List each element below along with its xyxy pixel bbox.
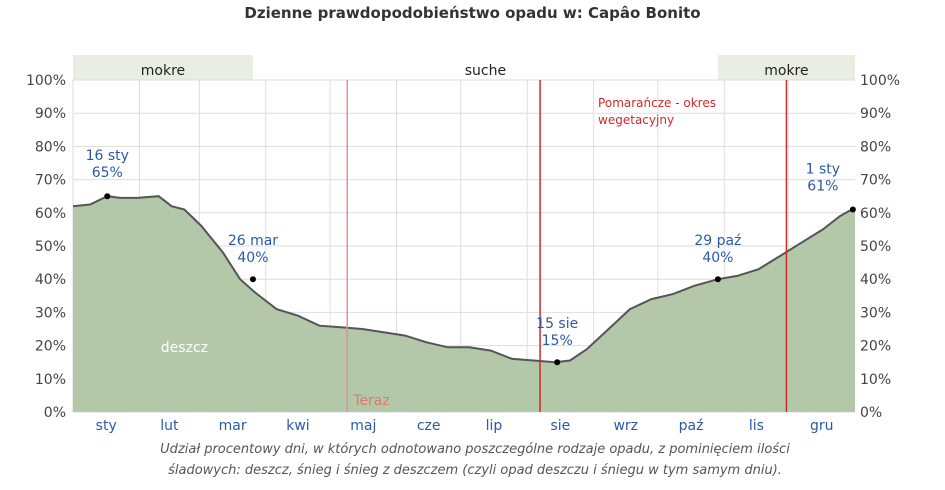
y-tick-left-10: 100% [26,73,66,89]
y-tick-left-1: 10% [35,372,66,388]
y-tick-left-3: 30% [35,305,66,321]
season-band-2 [717,55,855,80]
season-label-0: mokre [141,63,185,79]
now-label: Teraz [352,393,389,409]
annotation-dot-0 [104,193,111,200]
y-tick-right-2: 20% [860,339,891,355]
annotation-date-1: 26 mar [228,233,278,249]
month-label-9: paź [679,418,704,434]
season-band-0 [73,55,253,80]
month-label-3: kwi [286,418,309,434]
month-label-7: sie [551,418,571,434]
month-label-11: gru [810,418,834,434]
annotation-value-0: 65% [92,165,123,181]
annotation-value-1: 40% [237,250,268,266]
y-tick-left-7: 70% [35,173,66,189]
y-tick-left-2: 20% [35,339,66,355]
y-tick-right-10: 100% [860,73,900,89]
annotation-date-2: 15 sie [536,316,578,332]
y-tick-right-1: 10% [860,372,891,388]
rain-area [73,196,855,412]
y-tick-left-6: 60% [35,206,66,222]
y-tick-left-9: 90% [35,106,66,122]
annotation-value-3: 40% [702,250,733,266]
y-tick-right-6: 60% [860,206,891,222]
y-tick-left-5: 50% [35,239,66,255]
y-tick-left-0: 0% [44,405,66,421]
annotation-date-4: 1 sty [806,161,840,177]
y-tick-right-4: 40% [860,272,891,288]
annotation-dot-2 [554,359,561,366]
y-tick-right-7: 70% [860,173,891,189]
season-label-2: mokre [764,63,808,79]
caption-line-1: Udział procentowy dni, w których odnotow… [160,442,790,457]
month-label-10: lis [749,418,764,434]
month-label-4: maj [350,418,376,434]
growing-season-label-1: Pomarańcze - okres [598,96,716,110]
growing-season-label-2: wegetacyjny [598,113,674,127]
month-label-6: lip [486,418,503,434]
month-label-8: wrz [613,418,638,434]
annotation-date-3: 29 paź [694,233,741,249]
series-label-deszcz: deszcz [161,340,208,356]
y-tick-right-5: 50% [860,239,891,255]
caption-line-2: śladowych: deszcz, śnieg i śnieg z deszc… [168,463,782,478]
y-tick-right-8: 80% [860,139,891,155]
month-label-1: lut [160,418,179,434]
y-tick-left-8: 80% [35,139,66,155]
y-tick-right-3: 30% [860,305,891,321]
annotation-dot-4 [849,206,856,213]
rain-line [72,195,856,364]
chart-title: Dzienne prawdopodobieństwo opadu w: Capâ… [244,4,701,22]
month-label-0: sty [96,418,117,434]
annotation-date-0: 16 sty [86,148,129,164]
month-label-5: cze [417,418,441,434]
y-tick-right-0: 0% [860,405,882,421]
y-tick-left-4: 40% [35,272,66,288]
y-tick-right-9: 90% [860,106,891,122]
month-label-2: mar [219,418,247,434]
annotation-dot-3 [714,276,721,283]
annotation-value-4: 61% [807,178,838,194]
season-label-1: suche [465,63,506,79]
annotation-value-2: 15% [542,333,573,349]
annotation-dot-1 [249,276,256,283]
